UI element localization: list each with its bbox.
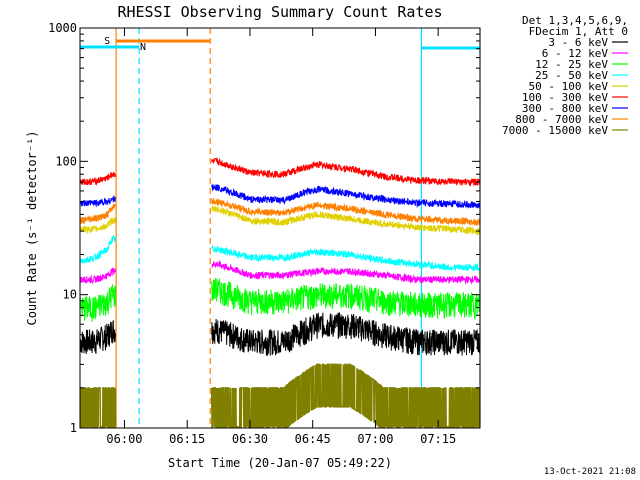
series-line-2-0 [79, 284, 116, 322]
x-tick-label-2: 06:30 [232, 432, 268, 446]
x-tick-label-5: 07:15 [420, 432, 456, 446]
series-line-6-1 [211, 183, 481, 209]
series-line-5-1 [211, 157, 481, 187]
x-tick-label-1: 06:15 [169, 432, 205, 446]
series-line-3-1 [211, 245, 480, 272]
legend-label-5: 100 - 300 keV [522, 91, 608, 104]
series-line-0-1 [211, 311, 481, 356]
series-line-7-0 [79, 204, 116, 225]
series-line-4-0 [79, 216, 116, 235]
x-axis-label: Start Time (20-Jan-07 05:49:22) [168, 456, 392, 470]
legend-header-1: FDecim 1, Att 0 [529, 25, 628, 38]
legend-label-1: 6 - 12 keV [542, 47, 609, 60]
series-line-2-1 [211, 278, 481, 320]
legend-label-3: 25 - 50 keV [535, 69, 608, 82]
series-line-5-0 [79, 171, 116, 186]
flag-label-1: N [140, 42, 146, 53]
plot-frame [79, 27, 481, 429]
legend-label-0: 3 - 6 keV [548, 36, 608, 49]
legend-label-8: 7000 - 15000 keV [502, 124, 608, 137]
series-line-1-0 [79, 267, 116, 285]
y-axis-label: Count Rate (s⁻¹ detector⁻¹) [25, 130, 39, 325]
x-tick-label-0: 06:00 [106, 432, 142, 446]
legend-label-4: 50 - 100 keV [529, 80, 609, 93]
flag-label-0: S [104, 36, 110, 47]
legend-header-0: Det 1,3,4,5,6,9, [522, 14, 628, 27]
series-line-7-1 [211, 198, 481, 227]
legend-label-7: 800 - 7000 keV [515, 113, 608, 126]
series-line-3-0 [79, 234, 116, 265]
y-tick-label-1: 10 [63, 288, 77, 302]
chart-title: RHESSI Observing Summary Count Rates [117, 3, 442, 21]
series-lines [79, 157, 481, 429]
y-tick-label-3: 1000 [48, 21, 77, 35]
series-line-4-1 [211, 205, 481, 237]
series-line-1-1 [211, 259, 481, 285]
y-tick-label-2: 100 [55, 154, 77, 168]
series-line-8-0 [79, 387, 117, 428]
legend-label-2: 12 - 25 keV [535, 58, 608, 71]
legend-label-6: 300 - 800 keV [522, 102, 608, 115]
y-tick-label-0: 1 [70, 421, 77, 435]
x-tick-label-3: 06:45 [295, 432, 331, 446]
series-line-0-0 [79, 319, 116, 355]
timestamp: 13-Oct-2021 21:08 [544, 467, 636, 477]
series-line-8-1 [210, 363, 481, 429]
x-tick-label-4: 07:00 [357, 432, 393, 446]
series-line-6-0 [80, 195, 116, 208]
legend: Det 1,3,4,5,6,9,FDecim 1, Att 03 - 6 keV… [502, 14, 628, 137]
